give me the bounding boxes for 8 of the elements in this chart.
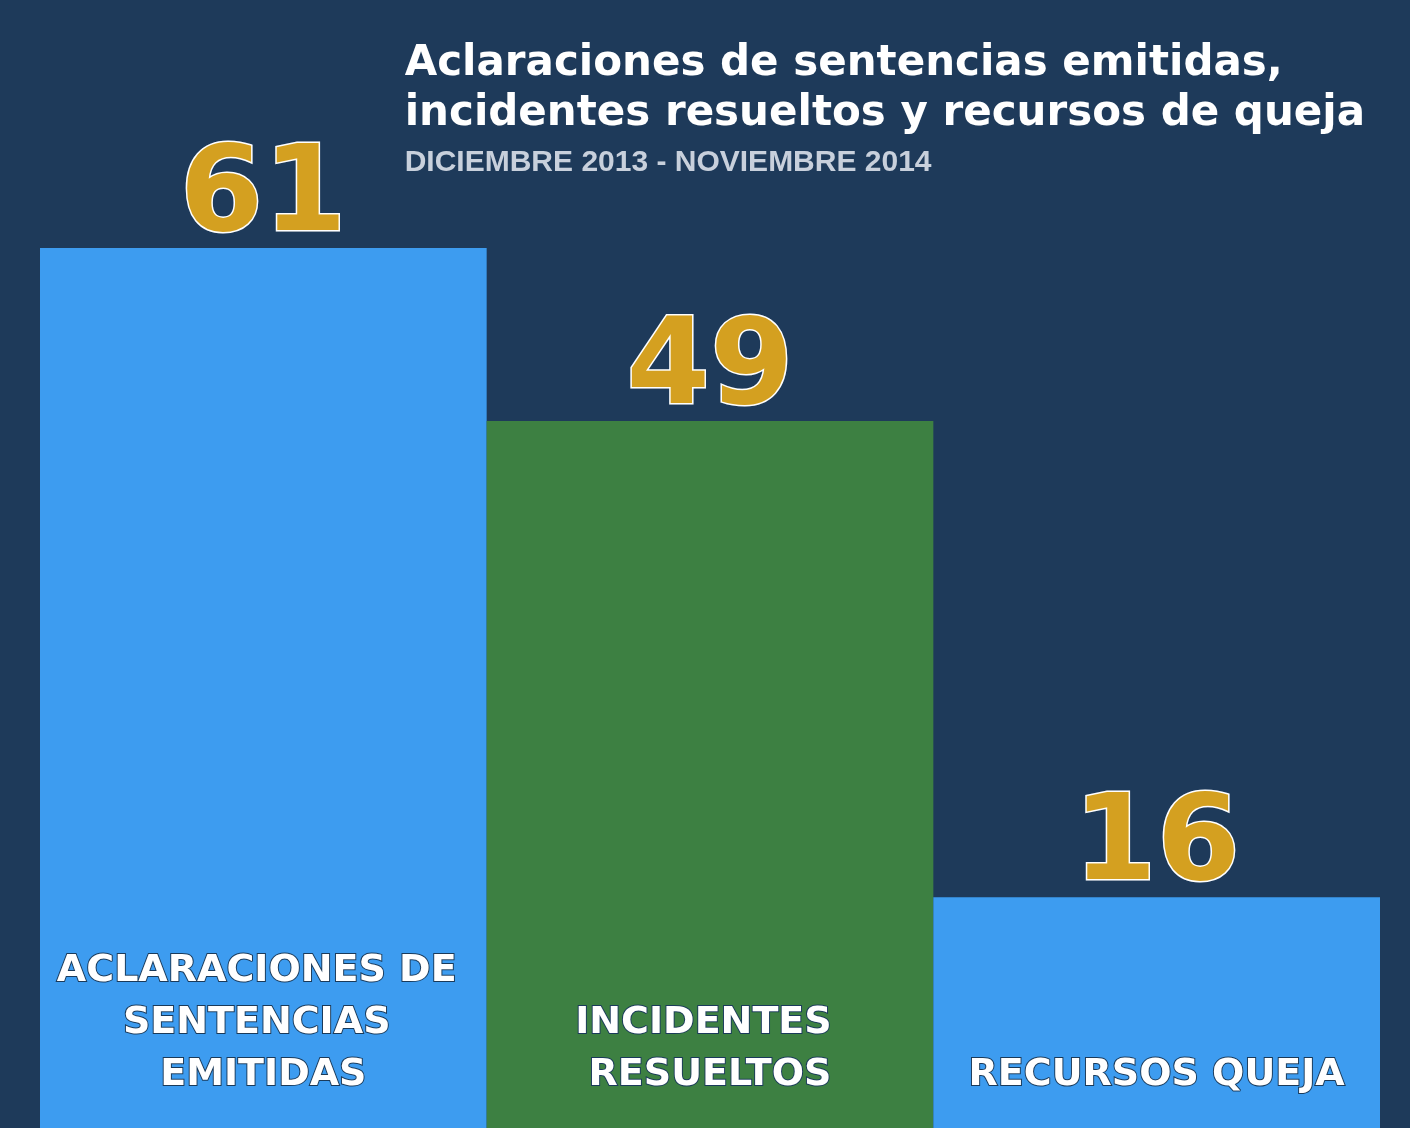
chart-subtitle: DICIEMBRE 2013 - NOVIEMBRE 2014 — [404, 143, 932, 177]
x-tick-label: RECURSOS QUEJA — [968, 1050, 1346, 1094]
data-label: 61 — [179, 118, 347, 258]
chart-title: Aclaraciones de sentencias emitidas, incidentes resueltos y recursos de queja — [404, 35, 1366, 135]
data-label: 49 — [626, 291, 794, 431]
x-tick-label: INCIDENTES RESUELTOS — [575, 998, 845, 1094]
x-tick-label: ACLARACIONES DE SENTENCIAS EMITIDAS — [56, 946, 470, 1094]
data-label: 16 — [1073, 767, 1241, 907]
